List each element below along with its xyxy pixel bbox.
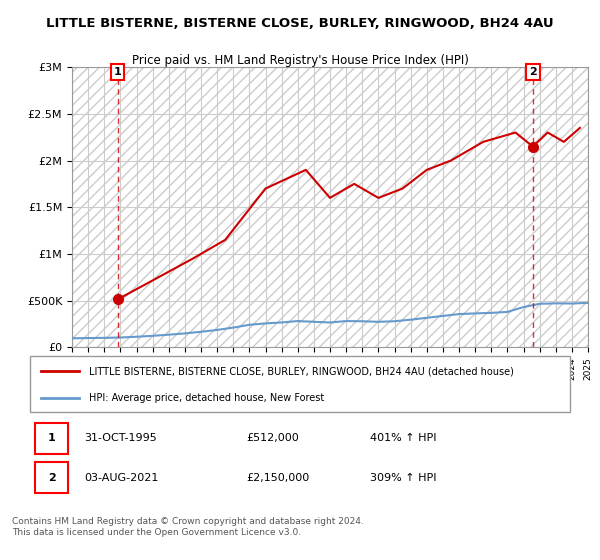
Text: 309% ↑ HPI: 309% ↑ HPI	[370, 473, 437, 483]
Text: Price paid vs. HM Land Registry's House Price Index (HPI): Price paid vs. HM Land Registry's House …	[131, 54, 469, 67]
Text: £512,000: £512,000	[246, 433, 299, 444]
Text: LITTLE BISTERNE, BISTERNE CLOSE, BURLEY, RINGWOOD, BH24 4AU: LITTLE BISTERNE, BISTERNE CLOSE, BURLEY,…	[46, 17, 554, 30]
Text: Contains HM Land Registry data © Crown copyright and database right 2024.
This d: Contains HM Land Registry data © Crown c…	[12, 517, 364, 536]
Text: 03-AUG-2021: 03-AUG-2021	[84, 473, 158, 483]
Text: 2: 2	[529, 67, 537, 77]
Text: LITTLE BISTERNE, BISTERNE CLOSE, BURLEY, RINGWOOD, BH24 4AU (detached house): LITTLE BISTERNE, BISTERNE CLOSE, BURLEY,…	[89, 366, 514, 376]
Text: 31-OCT-1995: 31-OCT-1995	[84, 433, 157, 444]
FancyBboxPatch shape	[35, 463, 68, 493]
Text: HPI: Average price, detached house, New Forest: HPI: Average price, detached house, New …	[89, 393, 325, 403]
FancyBboxPatch shape	[30, 356, 570, 412]
Text: 1: 1	[114, 67, 122, 77]
Text: 401% ↑ HPI: 401% ↑ HPI	[370, 433, 437, 444]
FancyBboxPatch shape	[35, 423, 68, 454]
Text: £2,150,000: £2,150,000	[246, 473, 309, 483]
Text: 2: 2	[48, 473, 55, 483]
Text: 1: 1	[48, 433, 55, 444]
